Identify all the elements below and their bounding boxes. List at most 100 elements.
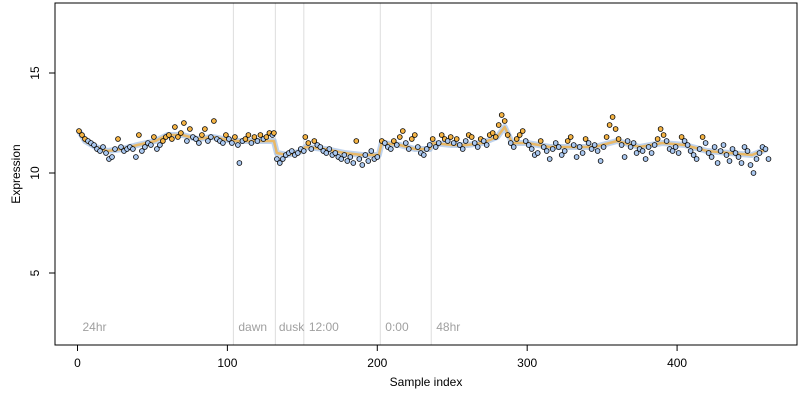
data-point <box>582 136 589 142</box>
data-point <box>618 142 625 148</box>
data-point <box>308 146 315 152</box>
data-point <box>615 136 622 142</box>
data-point <box>633 150 640 156</box>
data-point <box>118 144 124 150</box>
data-point <box>396 134 403 140</box>
data-point <box>423 146 430 152</box>
data-point <box>390 138 397 144</box>
data-point <box>555 144 562 150</box>
data-point <box>699 134 706 140</box>
data-point <box>639 148 646 154</box>
data-point <box>438 132 445 138</box>
data-point <box>353 138 360 144</box>
data-point <box>112 146 118 152</box>
data-point <box>408 136 415 142</box>
data-point <box>693 156 700 162</box>
data-point <box>226 136 232 142</box>
data-point <box>311 138 318 144</box>
condition-label: dusk <box>279 320 305 334</box>
data-point <box>274 156 280 162</box>
data-point <box>729 146 736 152</box>
data-point <box>507 140 514 146</box>
data-point <box>762 146 769 152</box>
data-point <box>489 130 496 136</box>
data-point <box>705 150 712 156</box>
data-point <box>338 156 345 162</box>
data-point <box>576 144 583 150</box>
data-point <box>732 150 739 156</box>
data-point <box>251 134 258 140</box>
data-point <box>483 142 490 148</box>
data-point <box>558 152 565 158</box>
data-point <box>672 144 679 150</box>
data-point <box>365 158 372 164</box>
data-point <box>432 144 439 150</box>
data-point <box>504 132 511 138</box>
data-point <box>148 142 154 148</box>
data-point <box>492 134 499 140</box>
data-point <box>543 148 550 154</box>
data-point <box>669 148 676 154</box>
data-point <box>100 144 106 150</box>
data-point <box>714 160 721 166</box>
data-point <box>513 136 520 142</box>
data-point <box>525 142 532 148</box>
data-point <box>675 150 682 156</box>
data-point <box>654 136 661 142</box>
data-point <box>181 120 187 126</box>
data-point <box>302 134 309 140</box>
data-point <box>606 122 613 128</box>
data-point <box>549 146 556 152</box>
plot-frame <box>54 2 798 346</box>
data-point <box>468 134 475 140</box>
data-point <box>254 138 261 144</box>
data-point <box>220 140 226 146</box>
data-point <box>169 136 175 142</box>
data-point <box>356 156 363 162</box>
data-point <box>362 152 369 158</box>
data-point <box>600 144 607 150</box>
data-point <box>510 144 517 150</box>
x-axis: 0 100 200 300 400 <box>74 344 687 370</box>
data-point <box>196 140 202 146</box>
data-point <box>501 118 508 124</box>
data-point <box>229 140 235 146</box>
data-point <box>115 136 121 142</box>
data-point <box>720 142 727 148</box>
data-point <box>271 130 277 136</box>
data-point <box>350 160 357 166</box>
x-axis-title: Sample index <box>390 375 463 389</box>
data-point <box>528 146 535 152</box>
data-point <box>276 160 283 166</box>
data-point <box>474 144 481 150</box>
data-point <box>166 132 172 138</box>
data-point <box>630 140 637 146</box>
data-point <box>447 134 454 140</box>
data-point <box>248 140 255 146</box>
data-point <box>151 134 157 140</box>
data-point <box>735 154 742 160</box>
data-point <box>534 150 541 156</box>
data-point <box>279 156 286 162</box>
data-point <box>747 162 754 168</box>
condition-separators <box>232 3 432 345</box>
data-point <box>612 126 619 132</box>
data-point <box>175 134 181 140</box>
data-point <box>359 162 366 168</box>
data-point <box>154 146 160 152</box>
data-point <box>332 150 339 156</box>
y-axis: 5 10 15 <box>28 66 56 276</box>
data-point <box>471 140 478 146</box>
data-point <box>588 146 595 152</box>
x-tick-label: 300 <box>517 356 537 370</box>
data-point <box>756 150 763 156</box>
data-point <box>305 140 312 146</box>
data-point <box>702 140 709 146</box>
data-point <box>205 138 211 144</box>
data-point <box>411 132 418 138</box>
data-point <box>690 152 697 158</box>
x-tick-label: 0 <box>74 356 81 370</box>
data-point <box>723 152 730 158</box>
data-point <box>717 148 724 154</box>
